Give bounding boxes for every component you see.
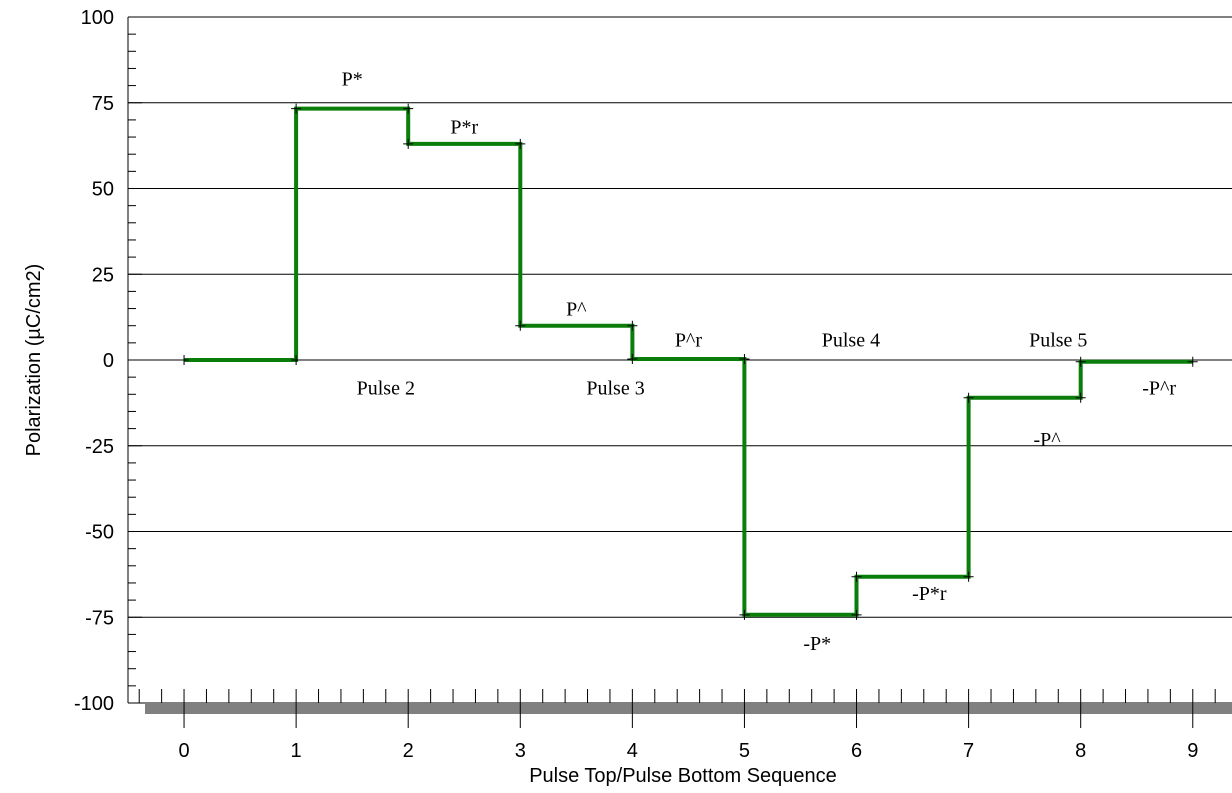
y-axis-title: Polarization (µC/cm2) [23,264,45,457]
y-tick-label: 0 [103,350,114,372]
annotation-label: Pulse 2 [357,377,415,399]
x-tick-label: 0 [178,740,189,762]
y-tick-label: -50 [85,522,114,544]
x-tick-label: 4 [627,740,638,762]
data-point-marker [515,320,526,331]
data-point-marker [1075,392,1086,403]
axes: 100 75 50 25 0 -25 -50 -75 -100 0 1 2 3 4 5 6 7 8 9 [74,7,1232,762]
data-point-marker [627,320,638,331]
x-tick-label: 2 [403,740,414,762]
annotation-label: P* [342,69,363,91]
data-point-marker [739,609,750,620]
data-point-marker [291,103,302,114]
annotation-label: -P*r [912,583,947,605]
y-tick-label: -100 [74,693,114,715]
annotation-label: Pulse 5 [1029,329,1087,351]
data-point-marker [179,355,190,365]
x-tick-label: 7 [963,740,974,762]
data-point-marker [515,138,526,149]
x-tick-label: 9 [1187,740,1198,762]
y-tick-label: 100 [81,7,114,29]
x-tick-label: 6 [851,740,862,762]
annotation-label: -P* [803,633,831,655]
annotation-label: P^r [675,329,703,351]
labels-layer: P* P*r P^ P^r Pulse 2 Pulse 3 Pulse 4 Pulse 5 -P… [342,69,1177,655]
data-point-marker [963,392,974,403]
x-tick-label: 8 [1075,740,1086,762]
x-axis-shadow [145,704,1232,714]
y-tick-label: -75 [85,607,114,629]
data-point-marker [851,609,862,620]
data-point-marker [851,571,862,582]
data-point-marker [291,355,302,365]
series-layer [179,103,1198,620]
annotation-label: Pulse 3 [586,377,644,399]
x-tick-label: 5 [739,740,750,762]
annotation-label: P*r [450,117,478,139]
y-tick-label: -25 [85,436,114,458]
series-line [184,106,1193,617]
annotation-label: -P^ [1033,429,1061,451]
data-point-marker [403,103,414,114]
data-point-marker [403,138,414,149]
data-point-marker [627,353,638,364]
y-tick-label: 50 [92,179,114,201]
annotation-label: -P^r [1142,377,1176,399]
y-tick-label: 25 [92,264,114,286]
data-point-marker [1075,356,1086,367]
data-point-marker [739,353,750,364]
x-tick-label: 1 [291,740,302,762]
y-tick-label: 75 [92,93,114,115]
gridlines [128,16,1232,618]
x-tick-label: 3 [515,740,526,762]
annotation-label: Pulse 4 [822,329,880,351]
annotation-label: P^ [566,298,587,320]
x-axis-title: Pulse Top/Pulse Bottom Sequence [529,765,837,787]
data-point-marker [963,571,974,582]
data-point-marker [1187,356,1198,367]
